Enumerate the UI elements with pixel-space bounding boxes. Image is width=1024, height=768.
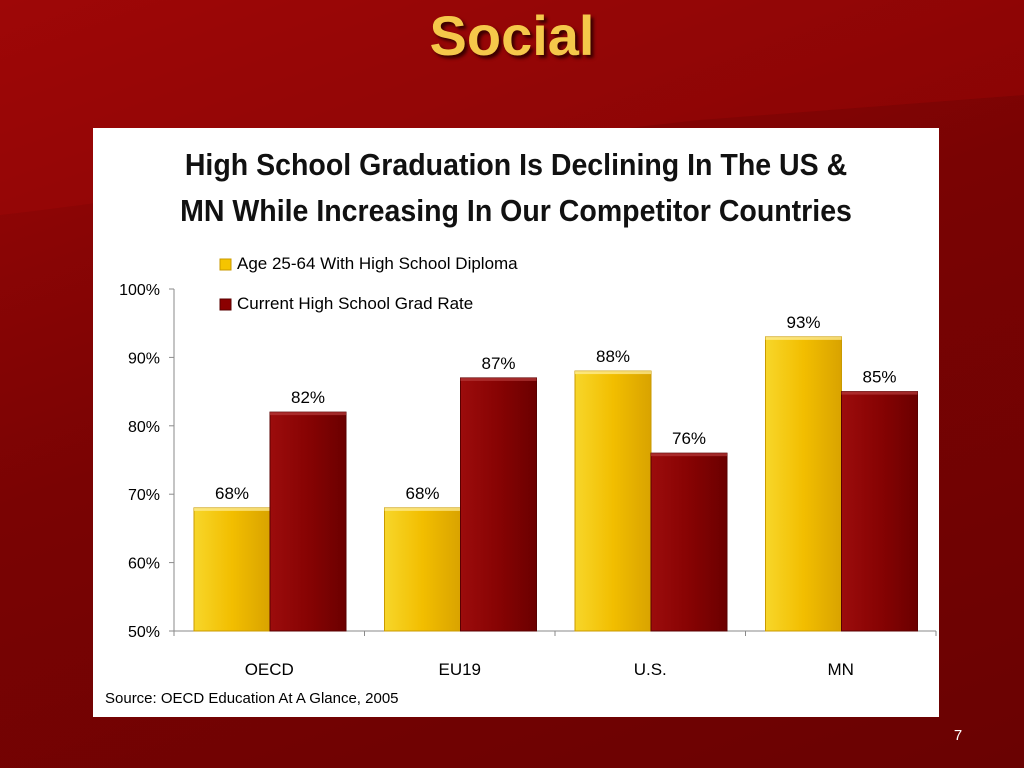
y-tick-label: 70%: [128, 487, 160, 504]
bar-top-highlight: [651, 453, 727, 457]
source-note: Source: OECD Education At A Glance, 2005: [105, 690, 399, 707]
legend-label: Current High School Grad Rate: [237, 294, 473, 313]
data-label: 93%: [786, 313, 820, 332]
x-category-label: OECD: [245, 660, 294, 679]
bar-chart: 50% 60% 70% 80% 90% 100% OECD EU19 U.S. MN 68% 68% 8…: [119, 254, 937, 679]
bar-top-highlight: [384, 507, 461, 511]
legend-swatch: [219, 298, 232, 311]
bar-top-highlight: [765, 336, 842, 340]
bar-diploma: [193, 507, 271, 632]
data-label: 76%: [672, 429, 706, 448]
y-tick-label: 50%: [128, 624, 160, 641]
bar-top-highlight: [270, 412, 346, 416]
y-tick-label: 80%: [128, 419, 160, 436]
data-label: 85%: [862, 368, 896, 387]
bar-grad-rate: [650, 452, 728, 632]
data-label: 68%: [405, 484, 439, 503]
chart-title-line-1: High School Graduation Is Declining In T…: [184, 147, 848, 182]
bar-diploma: [765, 336, 842, 632]
x-category-label: MN: [828, 660, 854, 679]
bar-diploma: [384, 507, 461, 632]
bar-top-highlight: [194, 507, 270, 511]
y-tick-label: 100%: [119, 282, 160, 299]
slide-title: Social: [429, 4, 595, 67]
bar-grad-rate: [841, 391, 918, 632]
data-label: 88%: [596, 347, 630, 366]
chart-panel: 50% 60% 70% 80% 90% 100% OECD EU19 U.S. MN 68% 68% 8…: [93, 128, 939, 717]
x-category-label: EU19: [438, 660, 481, 679]
data-label: 87%: [481, 354, 515, 373]
chart-title: High School Graduation Is Declining In T…: [127, 142, 905, 234]
chart-title-line-2: MN While Increasing In Our Competitor Co…: [180, 193, 852, 228]
page-number: 7: [953, 727, 963, 744]
legend-swatch: [219, 258, 232, 271]
bar-top-highlight: [460, 377, 537, 381]
y-tick-label: 90%: [128, 350, 160, 367]
bar-top-highlight: [841, 391, 918, 395]
data-label: 82%: [291, 388, 325, 407]
bar-grad-rate: [460, 377, 537, 632]
bar-grad-rate: [269, 411, 347, 632]
legend-label: Age 25-64 With High School Diploma: [237, 254, 518, 273]
bar-diploma: [574, 370, 652, 632]
data-label: 68%: [215, 484, 249, 503]
x-category-label: U.S.: [634, 660, 667, 679]
bar-top-highlight: [575, 371, 651, 375]
y-tick-label: 60%: [128, 556, 160, 573]
